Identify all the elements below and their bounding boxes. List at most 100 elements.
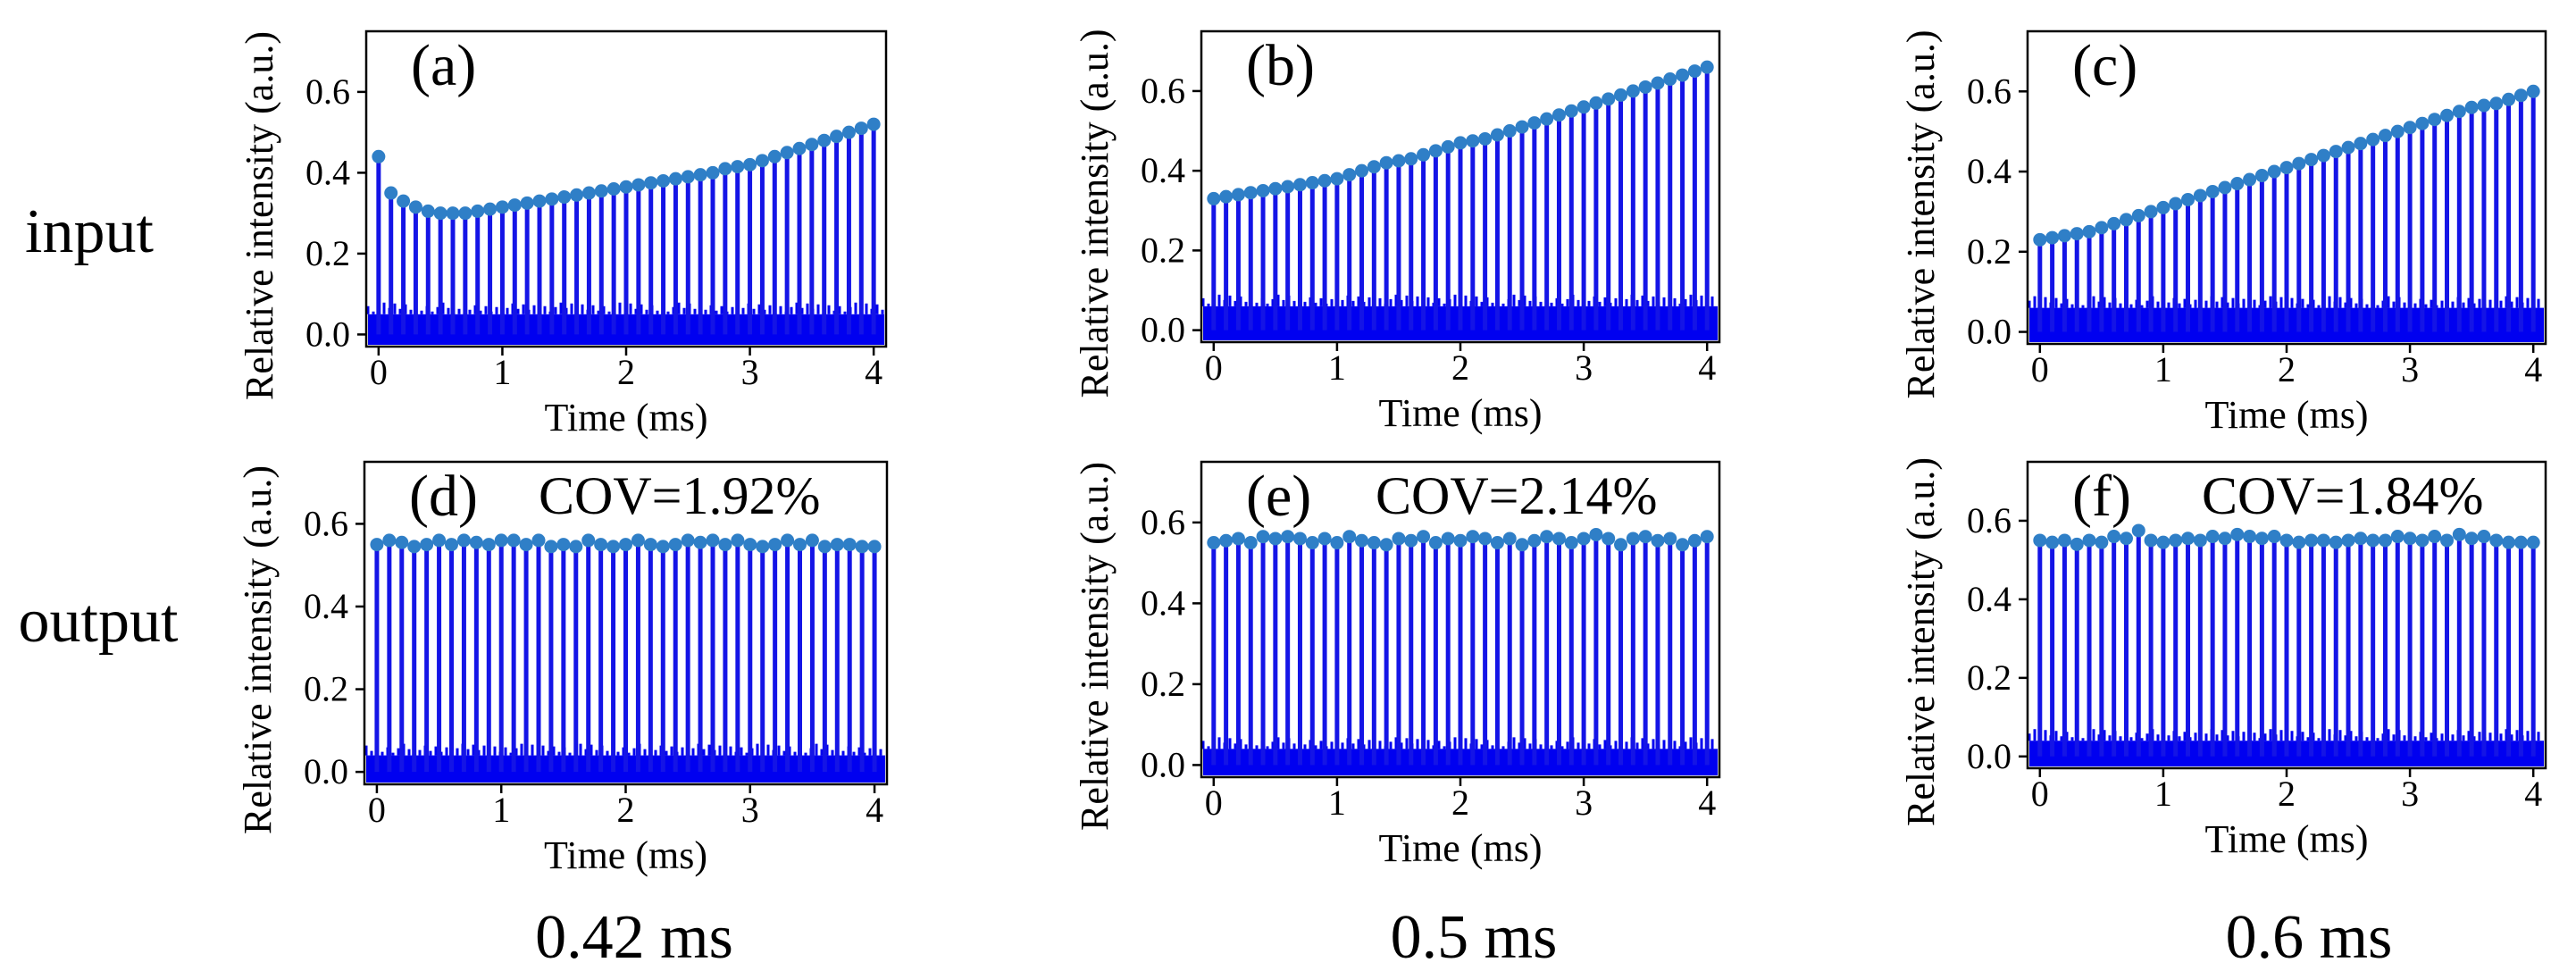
data-point bbox=[1551, 108, 1566, 122]
row-label-input: input bbox=[25, 197, 154, 266]
data-point bbox=[1540, 112, 1554, 126]
data-point bbox=[2526, 84, 2540, 98]
data-point bbox=[1700, 60, 1714, 74]
column-label-1: 0.42 ms bbox=[535, 903, 733, 971]
x-tick-label: 0 bbox=[2031, 774, 2049, 814]
data-point bbox=[817, 540, 832, 554]
data-point bbox=[693, 168, 707, 182]
x-tick-label: 1 bbox=[1328, 783, 1346, 823]
data-point bbox=[570, 188, 584, 202]
y-tick-label: 0.0 bbox=[1141, 310, 1185, 350]
data-point bbox=[1305, 536, 1319, 550]
data-point bbox=[743, 538, 757, 552]
data-point bbox=[2230, 177, 2245, 191]
data-point bbox=[2513, 535, 2528, 549]
x-tick-label: 1 bbox=[2154, 349, 2172, 389]
data-point bbox=[768, 538, 782, 552]
data-point bbox=[2131, 208, 2145, 222]
chart-panel-1: 0 1 2 3 4 0.0 0.2 0.4 0.6 Time (ms) Relative inten… bbox=[238, 29, 888, 439]
data-point bbox=[2428, 530, 2442, 544]
data-point bbox=[581, 186, 596, 200]
data-point bbox=[1417, 530, 1431, 544]
x-axis-title: Time (ms) bbox=[2205, 393, 2369, 437]
data-point bbox=[2403, 121, 2417, 135]
data-point bbox=[1392, 532, 1406, 546]
row-label-output: output bbox=[19, 587, 179, 656]
data-point bbox=[1342, 168, 1357, 182]
data-point bbox=[842, 538, 857, 552]
x-tick-label: 3 bbox=[741, 352, 759, 392]
data-point bbox=[2329, 145, 2343, 159]
data-point bbox=[1268, 532, 1283, 546]
data-point bbox=[2095, 535, 2109, 549]
data-point bbox=[867, 540, 882, 554]
data-point bbox=[2390, 124, 2405, 138]
x-tick-label: 4 bbox=[1698, 347, 1716, 388]
data-point bbox=[718, 162, 732, 176]
data-point bbox=[1515, 120, 1529, 134]
data-point bbox=[532, 194, 547, 208]
data-point bbox=[2107, 530, 2121, 544]
y-tick-label: 0.6 bbox=[1967, 71, 2011, 111]
data-point bbox=[681, 170, 695, 184]
data-point bbox=[2254, 169, 2269, 183]
y-tick-label: 0.0 bbox=[1967, 736, 2011, 776]
data-point bbox=[1330, 536, 1344, 550]
data-point bbox=[2415, 533, 2430, 548]
data-point bbox=[2070, 227, 2084, 241]
data-point bbox=[1317, 532, 1332, 546]
data-point bbox=[545, 192, 559, 206]
data-point bbox=[1281, 180, 1295, 194]
x-tick-label: 0 bbox=[368, 790, 386, 830]
data-point bbox=[1589, 96, 1603, 110]
panel-tag: (c) bbox=[2072, 33, 2137, 98]
data-point bbox=[471, 204, 485, 218]
noise-spikes bbox=[2028, 296, 2540, 308]
data-point bbox=[395, 535, 409, 549]
data-point bbox=[2354, 137, 2368, 151]
data-point bbox=[1207, 536, 1221, 550]
data-point bbox=[2205, 184, 2220, 198]
cov-annotation: COV=1.92% bbox=[539, 466, 821, 525]
data-point bbox=[706, 165, 720, 180]
data-point bbox=[2279, 533, 2294, 548]
data-point bbox=[781, 533, 795, 548]
y-tick-label: 0.6 bbox=[305, 71, 350, 112]
data-point bbox=[1392, 154, 1406, 168]
data-point bbox=[2341, 533, 2355, 548]
data-point bbox=[1355, 533, 1369, 548]
y-tick-label: 0.2 bbox=[1967, 231, 2011, 272]
data-point bbox=[370, 538, 384, 552]
data-point bbox=[2292, 156, 2306, 171]
data-point bbox=[1417, 147, 1431, 162]
x-tick-label: 2 bbox=[2278, 774, 2296, 814]
data-point bbox=[756, 540, 770, 554]
data-point bbox=[1466, 134, 1480, 148]
column-label-3: 0.6 ms bbox=[2226, 903, 2393, 971]
data-point bbox=[1231, 188, 1245, 202]
y-tick-label: 0.6 bbox=[1141, 71, 1185, 111]
data-point bbox=[2095, 221, 2109, 235]
data-point bbox=[1626, 84, 1640, 98]
y-tick-label: 0.4 bbox=[305, 152, 350, 192]
x-tick-label: 0 bbox=[1205, 347, 1223, 388]
y-axis-title: Relative intensity (a.u.) bbox=[1899, 457, 1943, 826]
data-point bbox=[1527, 116, 1542, 130]
data-point bbox=[793, 538, 807, 552]
data-point bbox=[458, 206, 473, 221]
data-point bbox=[421, 204, 435, 218]
data-point bbox=[1243, 186, 1258, 200]
y-tick-label: 0.0 bbox=[305, 314, 350, 354]
data-point bbox=[2316, 148, 2330, 163]
data-point bbox=[581, 533, 596, 548]
data-point bbox=[1676, 68, 1690, 82]
chart-panel-2: 0 1 2 3 4 0.0 0.2 0.4 0.6 Time (ms) Relative inten… bbox=[1073, 29, 1721, 435]
x-tick-label: 3 bbox=[741, 790, 759, 830]
data-point bbox=[1589, 527, 1603, 541]
noise-spikes bbox=[1201, 294, 1714, 306]
data-point bbox=[656, 540, 670, 554]
data-point bbox=[1404, 533, 1418, 548]
data-point bbox=[1355, 163, 1369, 178]
data-point bbox=[841, 125, 856, 139]
